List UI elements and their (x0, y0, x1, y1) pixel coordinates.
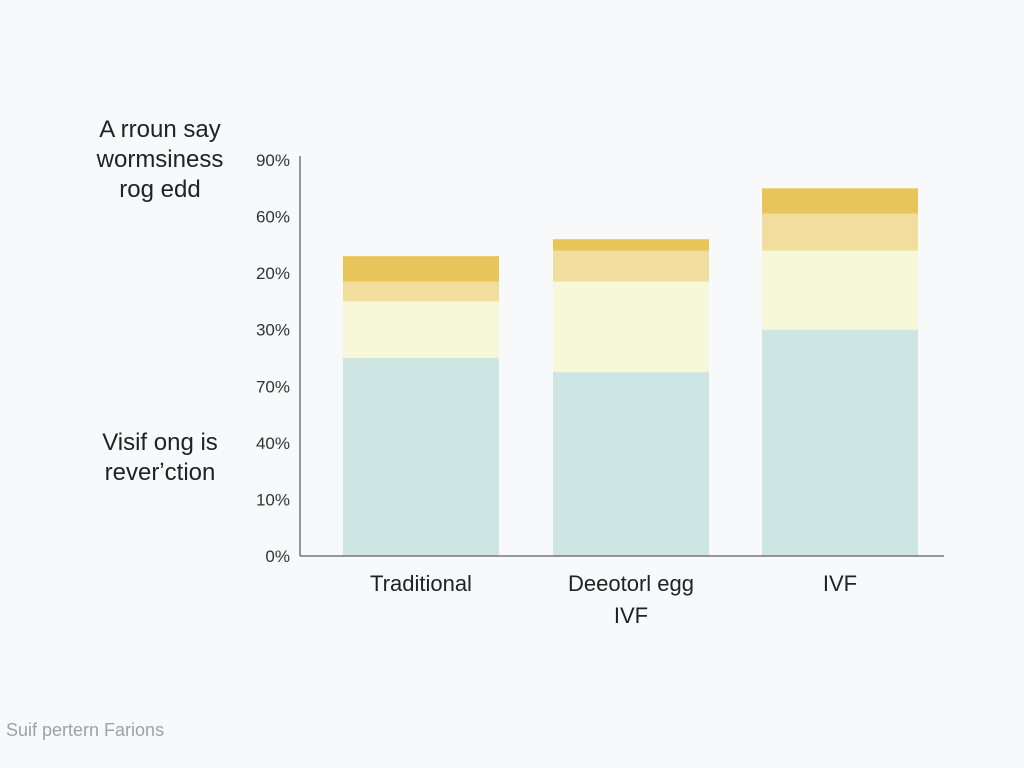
annotation-top-line: rog edd (119, 176, 201, 203)
annotation-bottom-line: reverʼction (104, 459, 216, 486)
annotation-bottom-line: Visif ong is (102, 429, 218, 456)
bar-segment (762, 250, 918, 330)
y-tick-label: 10% (256, 490, 290, 509)
bar-segment (762, 188, 918, 214)
bars-group (343, 188, 918, 556)
y-tick-label: 40% (256, 434, 290, 453)
y-tick-label: 70% (256, 377, 290, 396)
annotation-top: A rroun say wormsiness rog edd (60, 115, 260, 205)
annotation-top-line: A rroun say (99, 116, 221, 143)
y-tick-label: 90% (256, 151, 290, 170)
bar-segment (553, 239, 709, 251)
bar-segment (553, 281, 709, 373)
annotation-bottom: Visif ong is reverʼction (60, 428, 260, 488)
x-category-label: IVF (614, 603, 648, 628)
x-category-label: Deeotorl egg (568, 571, 694, 596)
bar-segment (762, 329, 918, 556)
y-tick-label: 60% (256, 208, 290, 227)
y-tick-label: 0% (265, 547, 290, 566)
bar-segment (343, 281, 499, 302)
y-tick-label: 20% (256, 264, 290, 283)
footer-caption: Suif pertern Farions (6, 720, 165, 740)
bar-segment (553, 250, 709, 282)
x-category-label: Traditional (370, 571, 472, 596)
x-category-labels: Traditional Deeotorl egg IVF IVF (370, 571, 857, 628)
bar-segment (343, 301, 499, 358)
bar-segment (762, 213, 918, 251)
annotation-top-line: wormsiness (96, 146, 224, 173)
y-tick-label: 30% (256, 321, 290, 340)
x-category-label: IVF (823, 571, 857, 596)
bar-segment (343, 256, 499, 282)
bar-segment (343, 358, 499, 556)
bar-segment (553, 372, 709, 556)
y-tick-labels: 0% 10% 40% 70% 30% 20% 60% 90% (256, 151, 290, 566)
